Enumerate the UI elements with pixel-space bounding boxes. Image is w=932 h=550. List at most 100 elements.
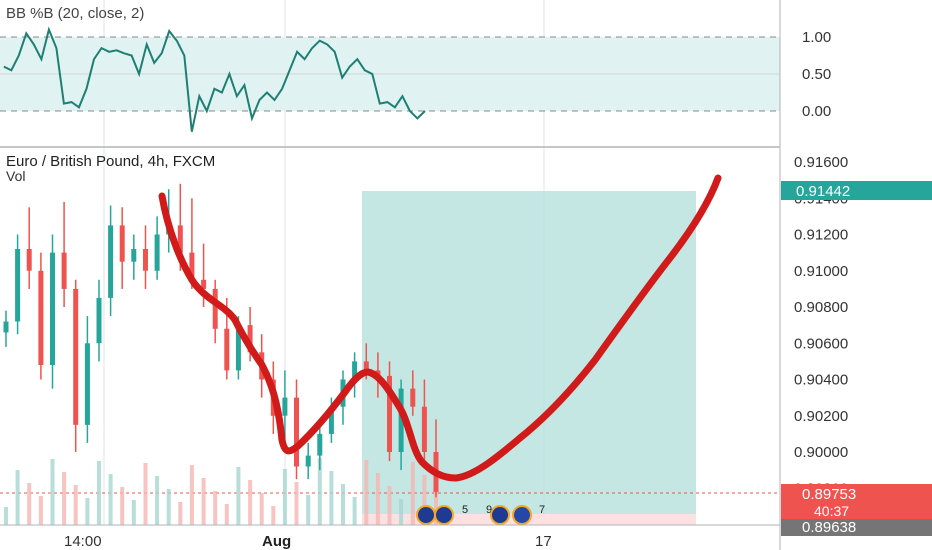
price-tick: 0.91200 xyxy=(794,227,848,244)
candle-body xyxy=(131,249,137,262)
volume-bar xyxy=(73,485,78,525)
candle-body xyxy=(3,321,9,333)
candle-body xyxy=(61,252,67,289)
volume-bar xyxy=(189,465,194,525)
candle-body xyxy=(177,225,183,253)
candle-body xyxy=(38,270,44,365)
price-tick: 0.91000 xyxy=(794,263,848,280)
candle-body xyxy=(317,433,323,456)
volume-bar xyxy=(85,498,90,525)
flag-icon-gb[interactable] xyxy=(416,505,436,525)
volume-bar xyxy=(352,497,357,525)
volume-bar xyxy=(387,486,392,525)
volume-bar xyxy=(224,504,229,525)
volume-bar xyxy=(271,506,276,525)
volume-bar xyxy=(364,460,369,525)
volume-bar xyxy=(201,478,206,525)
volume-bar xyxy=(341,484,345,525)
candle-body xyxy=(26,249,32,271)
last-price-tag[interactable] xyxy=(781,484,932,503)
current-price-tag[interactable] xyxy=(781,181,932,200)
volume-bar xyxy=(434,488,438,525)
candle-body xyxy=(201,279,207,289)
volume-bar xyxy=(259,493,264,525)
candle-body xyxy=(282,397,288,416)
candle-body xyxy=(96,297,102,344)
event-count: 9 xyxy=(486,504,492,516)
volume-bar xyxy=(27,483,32,525)
volume-bar xyxy=(282,469,287,525)
candle-body xyxy=(421,406,427,452)
volume-bars xyxy=(4,458,438,525)
candle-body xyxy=(352,361,358,380)
candle-body xyxy=(108,225,114,298)
indicator-pane[interactable]: BB %B (20, close, 2) xyxy=(0,5,780,132)
volume-bar xyxy=(306,495,311,525)
candle-body xyxy=(410,388,416,407)
candle-body xyxy=(235,325,241,371)
candle-body xyxy=(73,288,79,425)
last-price-tag-text: 0.89753 xyxy=(802,486,856,503)
candle-body xyxy=(212,288,218,329)
event-count: 7 xyxy=(539,504,545,516)
candle-body xyxy=(224,328,230,371)
volume-bar xyxy=(143,463,148,525)
candle-body xyxy=(119,225,125,262)
flag-icon-gb[interactable] xyxy=(490,505,510,525)
candle-body xyxy=(328,406,334,434)
price-tick: 0.90600 xyxy=(794,335,848,352)
volume-bar xyxy=(120,487,125,525)
volume-bar xyxy=(155,476,160,525)
candle-body xyxy=(15,249,21,322)
bbpct-line xyxy=(3,26,426,132)
volume-bar xyxy=(422,475,427,525)
countdown-tag xyxy=(781,503,932,519)
candle-body xyxy=(387,375,392,452)
volume-bar xyxy=(375,473,380,525)
indicator-title: BB %B (20, close, 2) xyxy=(6,5,144,22)
volume-bar xyxy=(329,471,334,525)
volume-bar xyxy=(4,507,8,525)
time-axis[interactable]: 14:00 Aug 17 xyxy=(0,524,780,550)
indicator-tick: 0.50 xyxy=(802,66,831,83)
volume-bar xyxy=(399,499,404,525)
flag-icon-eu[interactable] xyxy=(512,505,532,525)
price-tick: 0.90000 xyxy=(794,444,848,461)
stop-price-tag-text: 0.89638 xyxy=(802,519,856,536)
candle-body xyxy=(154,234,160,271)
price-tick: 0.90800 xyxy=(794,299,848,316)
volume-bar xyxy=(178,502,183,525)
event-count: 5 xyxy=(462,504,468,516)
flag-icon-gb[interactable] xyxy=(434,505,454,525)
volume-bar xyxy=(15,470,20,525)
volume-bar xyxy=(166,489,171,525)
candle-body xyxy=(189,252,195,280)
event-markers[interactable]: 5 9 7 xyxy=(416,504,545,525)
stop-price-tag[interactable] xyxy=(781,519,932,536)
candlesticks xyxy=(3,183,439,498)
main-pane[interactable]: Euro / British Pound, 4h, FXCM Vol 5 9 7 xyxy=(0,153,780,525)
current-price-tag-text: 0.91442 xyxy=(796,183,850,200)
volume-bar xyxy=(213,491,218,525)
indicator-tick: 1.00 xyxy=(802,29,831,46)
volume-bar xyxy=(294,482,299,525)
candle-body xyxy=(84,343,90,425)
price-axis[interactable]: 1.00 0.50 0.00 0.916000.914000.912000.91… xyxy=(779,0,932,550)
volume-bar xyxy=(108,474,113,525)
time-tick: 17 xyxy=(535,533,552,550)
volume-bar xyxy=(50,459,55,525)
candle-body xyxy=(294,397,299,467)
volume-bar xyxy=(38,496,43,525)
volume-bar xyxy=(248,480,253,525)
time-tick: Aug xyxy=(262,533,291,550)
countdown-tag-text: 40:37 xyxy=(814,503,849,519)
candle-body xyxy=(50,252,55,365)
time-tick: 14:00 xyxy=(64,533,102,550)
volume-bar xyxy=(62,472,67,525)
drawing-path[interactable] xyxy=(158,174,722,482)
candle-body xyxy=(247,325,253,353)
volume-bar xyxy=(410,462,415,525)
volume-bar xyxy=(317,458,322,525)
candle-body xyxy=(363,361,369,371)
